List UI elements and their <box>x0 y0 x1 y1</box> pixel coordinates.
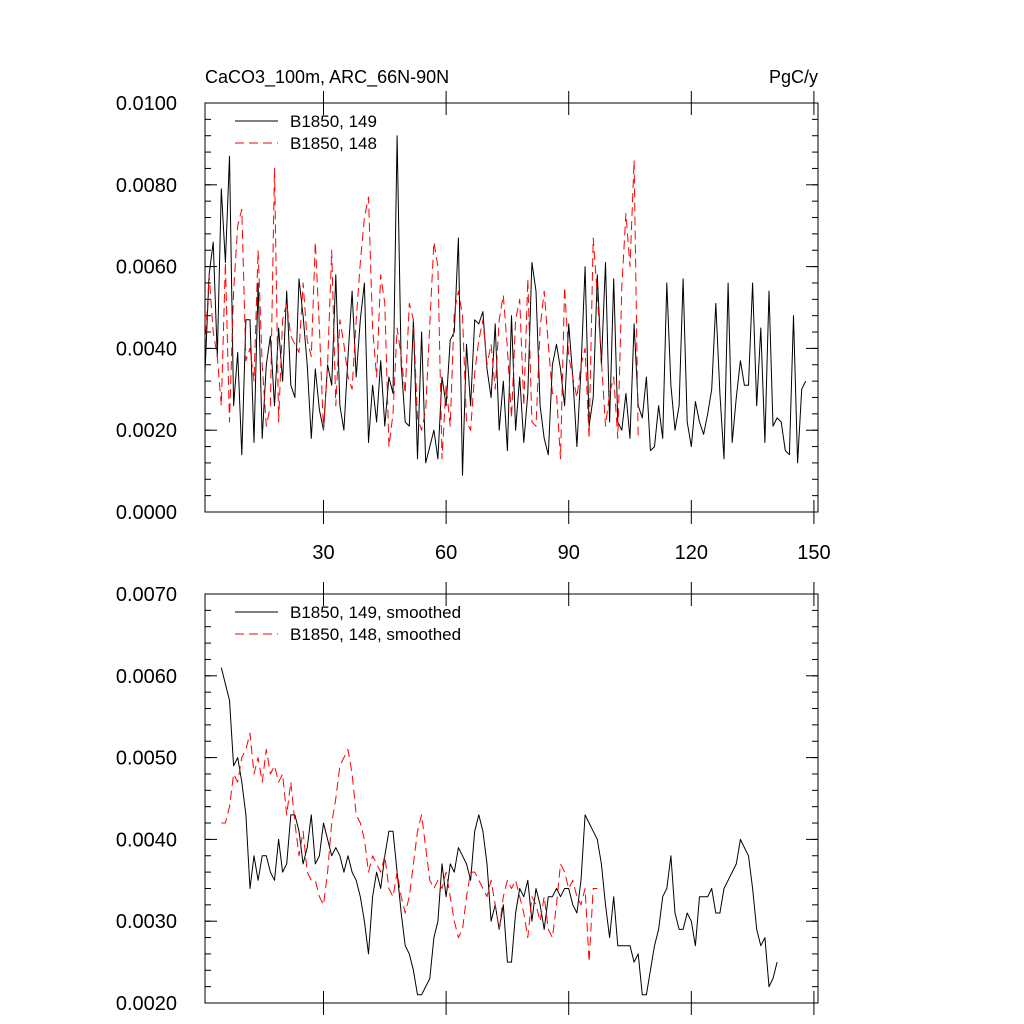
bottom-ytick-label: 0.0050 <box>116 748 177 770</box>
top-ytick-label: 0.0020 <box>116 420 177 442</box>
top-panel-title: CaCO3_100m, ARC_66N-90N <box>205 67 449 88</box>
bottom-panel-ticks: 0.0020 0.0030 0.0040 0.0050 0.0060 0.0070 <box>116 582 818 1015</box>
legend-label-149: B1850, 149 <box>290 112 377 131</box>
bottom-ytick-label: 0.0060 <box>116 666 177 688</box>
top-panel-frame <box>204 102 819 513</box>
top-series-line-149 <box>204 135 807 476</box>
top-series-line-148 <box>204 159 639 460</box>
top-ytick-label: 0.0060 <box>116 257 177 279</box>
top-panel-ticks: 0.0000 0.0020 0.0040 0.0060 0.0080 0.0100 30 60… <box>116 91 831 564</box>
bottom-ytick-label: 0.0030 <box>116 911 177 933</box>
bottom-panel: 0.0020 0.0030 0.0040 0.0050 0.0060 0.0070 B18… <box>116 582 819 1015</box>
bottom-ytick-label: 0.0070 <box>116 584 177 606</box>
top-xtick-label: 30 <box>312 542 334 564</box>
bottom-ytick-label: 0.0040 <box>116 829 177 851</box>
bottom-panel-frame <box>204 593 819 1004</box>
top-ytick-label: 0.0100 <box>116 93 177 115</box>
top-panel-units: PgC/y <box>769 67 818 87</box>
bottom-legend: B1850, 149, smoothed B1850, 148, smoothe… <box>235 603 461 644</box>
top-xtick-label: 120 <box>675 542 708 564</box>
top-legend: B1850, 149 B1850, 148 <box>235 112 377 153</box>
bottom-panel-series <box>220 667 778 996</box>
top-ytick-label: 0.0040 <box>116 338 177 360</box>
legend-label-149-smoothed: B1850, 149, smoothed <box>290 603 461 622</box>
bottom-series-line-148 <box>221 732 598 963</box>
bottom-ytick-label: 0.0020 <box>116 993 177 1015</box>
top-panel-series <box>204 135 807 476</box>
bottom-series-line-149 <box>220 667 778 996</box>
top-xtick-label: 90 <box>558 542 580 564</box>
legend-label-148: B1850, 148 <box>290 134 377 153</box>
top-ytick-label: 0.0080 <box>116 175 177 197</box>
top-panel: CaCO3_100m, ARC_66N-90N PgC/y 0.00000.00… <box>116 67 831 564</box>
legend-label-148-smoothed: B1850, 148, smoothed <box>290 625 461 644</box>
top-xtick-label: 150 <box>797 542 830 564</box>
top-ytick-label: 0.0000 <box>116 502 177 524</box>
top-xtick-label: 60 <box>435 542 457 564</box>
